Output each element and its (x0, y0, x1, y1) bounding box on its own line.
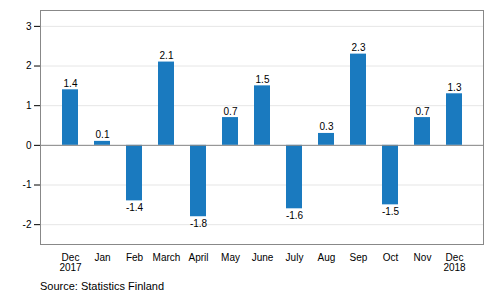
svg-text:0.1: 0.1 (96, 129, 110, 140)
svg-text:0.7: 0.7 (224, 106, 238, 117)
svg-text:1.5: 1.5 (256, 74, 270, 85)
svg-text:-1.8: -1.8 (190, 218, 208, 229)
svg-text:2.1: 2.1 (160, 50, 174, 61)
svg-text:Aug: Aug (318, 252, 336, 263)
svg-text:Nov: Nov (414, 252, 432, 263)
svg-text:March: March (153, 252, 181, 263)
svg-text:-2: -2 (23, 219, 32, 230)
svg-text:3: 3 (26, 21, 32, 32)
svg-text:-1.6: -1.6 (286, 210, 304, 221)
svg-text:0.7: 0.7 (416, 106, 430, 117)
svg-text:1.3: 1.3 (448, 82, 462, 93)
svg-text:Dec2017: Dec2017 (59, 252, 82, 273)
svg-text:1.4: 1.4 (64, 78, 78, 89)
svg-text:2.3: 2.3 (352, 42, 366, 53)
svg-text:Dec2018: Dec2018 (443, 252, 466, 273)
svg-text:April: April (188, 252, 208, 263)
svg-text:Oct: Oct (383, 252, 399, 263)
svg-text:-1: -1 (23, 179, 32, 190)
svg-text:0.3: 0.3 (320, 121, 334, 132)
svg-text:1: 1 (26, 100, 32, 111)
svg-text:Sep: Sep (350, 252, 368, 263)
html-text:Source: Statistics Finland: Source: Statistics Finland (40, 280, 165, 292)
svg-text:-1.5: -1.5 (382, 206, 400, 217)
svg-text:July: July (286, 252, 304, 263)
svg-text:2: 2 (26, 60, 32, 71)
svg-text:0: 0 (26, 140, 32, 151)
svg-text:Jan: Jan (94, 252, 110, 263)
svg-text:May: May (221, 252, 240, 263)
svg-text:Feb: Feb (126, 252, 144, 263)
svg-text:-1.4: -1.4 (126, 202, 144, 213)
svg-text:June: June (252, 252, 274, 263)
